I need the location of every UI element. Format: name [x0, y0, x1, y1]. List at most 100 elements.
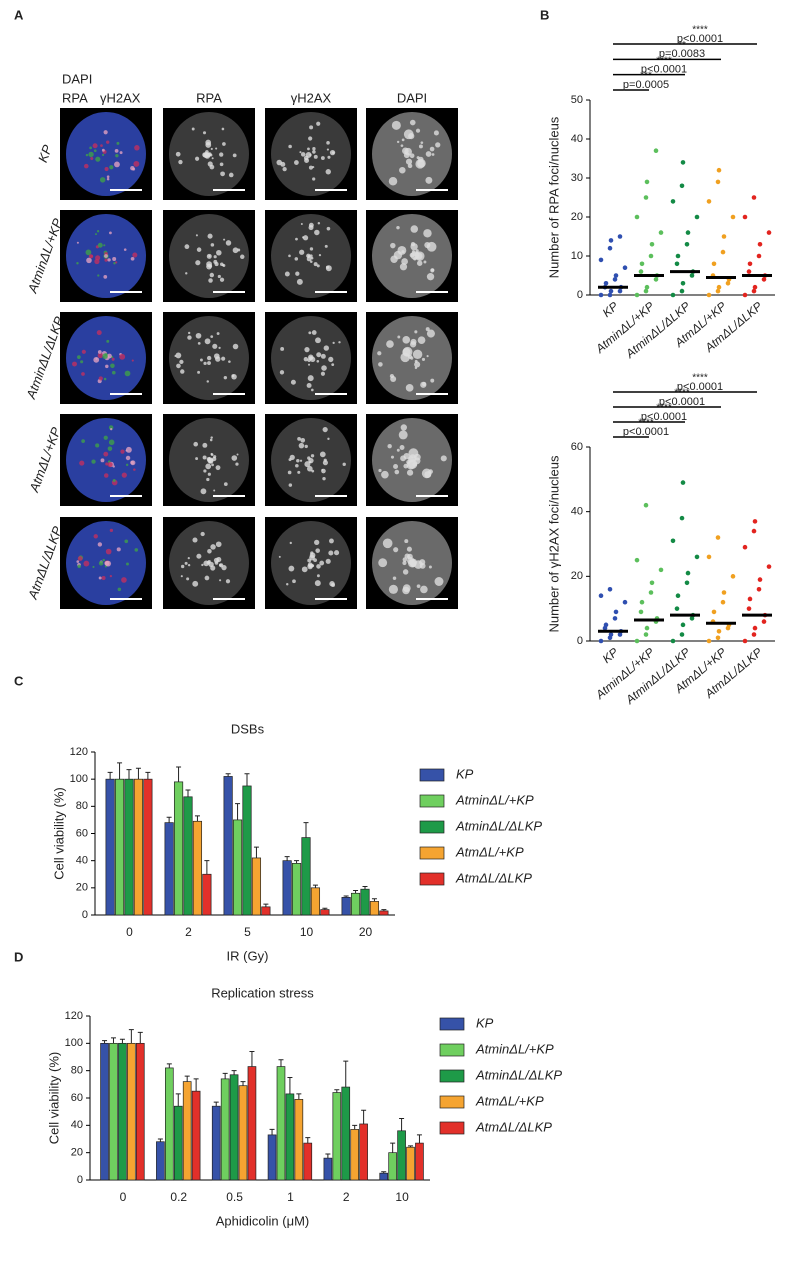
y-tick-label: 20 [571, 570, 583, 582]
focus [221, 356, 226, 361]
p-value: p=0.0083 [659, 48, 705, 60]
focus [310, 356, 316, 362]
data-point [746, 606, 752, 611]
focus [130, 460, 136, 466]
focus [111, 357, 115, 361]
focus [326, 226, 331, 231]
legend-label: KP [456, 766, 474, 781]
focus [331, 363, 335, 367]
focus [125, 463, 129, 467]
data-point [680, 281, 686, 286]
bar [124, 778, 134, 916]
focus [240, 254, 245, 260]
focus [207, 472, 211, 476]
focus [105, 548, 112, 555]
focus [97, 350, 102, 354]
focus [209, 438, 213, 442]
focus [210, 335, 214, 338]
significance-stars: *** [640, 71, 652, 82]
focus [390, 376, 397, 383]
data-point [648, 590, 654, 595]
bar [242, 785, 252, 916]
x-tick-label: 10 [300, 925, 314, 939]
bar [238, 1085, 248, 1181]
y-tick-label: 60 [71, 1092, 83, 1104]
bar [291, 863, 302, 916]
data-point [715, 535, 721, 540]
focus [210, 147, 213, 151]
x-tick-label: 2 [185, 925, 192, 939]
focus [117, 587, 122, 592]
focus [120, 449, 125, 454]
focus [207, 361, 211, 366]
focus [391, 120, 401, 130]
focus [426, 355, 429, 358]
focus [418, 156, 424, 163]
focus [134, 548, 139, 552]
focus [235, 462, 239, 466]
error-bar [371, 898, 377, 902]
focus [228, 172, 234, 178]
focus [215, 147, 218, 150]
focus [204, 575, 210, 581]
error-bar [325, 1153, 331, 1159]
error-bar [296, 1093, 302, 1100]
focus [420, 381, 427, 388]
bar [173, 781, 184, 916]
x-tick-label: 0.5 [226, 1190, 243, 1204]
focus [228, 360, 231, 363]
data-point [653, 148, 659, 153]
bar [276, 1066, 286, 1181]
focus [403, 452, 410, 460]
focus [311, 469, 315, 473]
focus [309, 247, 314, 251]
bar [105, 778, 115, 916]
data-point [746, 269, 752, 274]
focus [418, 144, 423, 149]
focus [96, 330, 102, 336]
focus [404, 539, 409, 544]
focus [220, 171, 225, 177]
focus [300, 152, 306, 157]
data-point [716, 629, 722, 634]
focus [396, 140, 400, 144]
panel-label: A [14, 7, 24, 22]
x-tick-label: 5 [244, 925, 251, 939]
error-bar [137, 1031, 143, 1044]
data-point [675, 593, 681, 599]
focus [332, 151, 335, 154]
focus [420, 585, 428, 594]
focus [94, 233, 98, 236]
focus [104, 258, 108, 262]
focus [304, 461, 311, 468]
bar [127, 1042, 136, 1181]
focus [304, 347, 310, 353]
bar [379, 910, 389, 916]
focus [420, 141, 424, 145]
focus [413, 453, 421, 461]
focus [334, 550, 340, 556]
data-point [670, 199, 676, 204]
focus [80, 360, 84, 364]
data-point [684, 580, 690, 586]
data-point [622, 599, 628, 605]
focus [179, 359, 184, 365]
significance-stars: ** [678, 40, 686, 51]
focus [132, 167, 136, 171]
focus [313, 558, 318, 563]
data-point [742, 214, 748, 220]
focus [416, 260, 423, 266]
focus [309, 260, 313, 263]
focus [206, 560, 211, 565]
significance-stars: **** [656, 55, 672, 66]
focus [112, 478, 116, 483]
focus [236, 453, 239, 456]
error-bar [175, 1093, 181, 1107]
focus [409, 252, 415, 258]
focus [195, 457, 199, 461]
x-axis-label: Aphidicolin (μM) [216, 1213, 309, 1228]
focus [303, 356, 309, 362]
p-value: p<0.0001 [659, 396, 705, 408]
focus [311, 388, 314, 392]
focus [288, 254, 291, 258]
